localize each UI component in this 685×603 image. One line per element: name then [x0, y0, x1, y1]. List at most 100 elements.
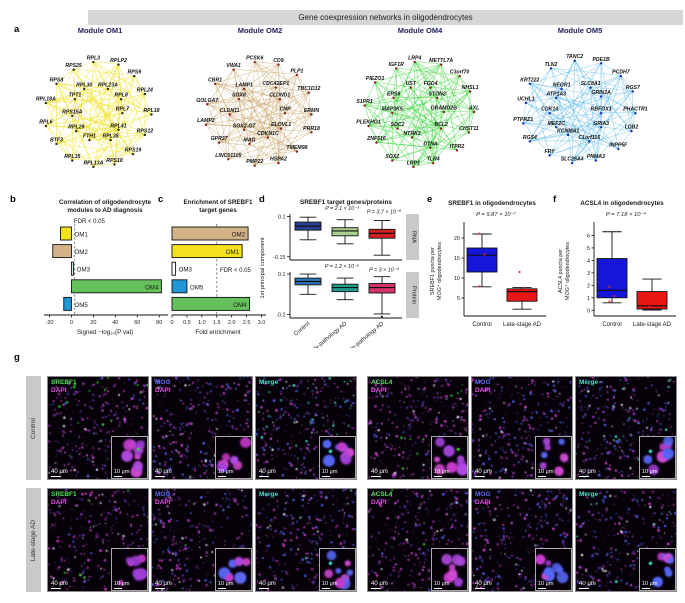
micrograph-r1-mog: MOG DAPI 10 μm 40 μm	[471, 488, 573, 592]
gene-node	[566, 133, 570, 137]
gene-label: RPL30	[76, 82, 92, 88]
gene-node	[150, 113, 153, 116]
gene-label: HSPA2	[270, 157, 287, 163]
channel-label: Merge	[579, 379, 599, 386]
inset-canvas	[536, 549, 571, 590]
gene-node	[588, 140, 591, 143]
gene-node	[119, 97, 123, 101]
gene-label: RBFOX1	[591, 107, 612, 113]
gene-label: GRIA3	[593, 121, 609, 127]
gene-node	[528, 82, 532, 85]
inset-zoom: 10 μm	[535, 548, 572, 591]
gene-node	[468, 90, 472, 93]
scale-label: 40 μm	[155, 581, 172, 587]
gene-label: GRIN2A	[591, 90, 611, 96]
fdr-annotation: FDR < 0.05	[220, 268, 252, 274]
gene-label: LINC01105	[215, 153, 241, 159]
scale-label: 40 μm	[371, 581, 388, 587]
x-tick: 1.5	[213, 320, 221, 326]
gene-label: MAP3K5	[382, 107, 403, 113]
gene-label: UCHL1	[517, 96, 534, 102]
gene-label: PIEZO1	[366, 76, 385, 82]
gene-node	[367, 124, 370, 128]
gene-label: IGF1R	[389, 62, 405, 68]
gene-label: RPL23A	[98, 82, 118, 88]
chart-title: SREBF1 target genes/proteins	[300, 199, 392, 206]
box-control	[466, 247, 498, 273]
inset-canvas	[320, 549, 355, 590]
inset-scale-label: 10 μm	[114, 469, 130, 475]
inset-scale-bar	[218, 587, 226, 589]
gene-node	[560, 87, 563, 91]
gene-node	[310, 113, 313, 116]
gene-node	[599, 62, 603, 65]
gene-label: NHSL1	[462, 85, 479, 91]
gene-label: CBR1	[208, 77, 222, 83]
inset-canvas	[216, 549, 251, 590]
gene-label: KCNMA1	[557, 128, 579, 134]
y-tick: 1	[587, 296, 590, 302]
gene-label: RPS9	[128, 70, 142, 76]
gene-label: CHST11	[459, 126, 479, 132]
network-module-2: Module OM2 PCSK6 CD9 VWA1 PLP1 CBR1 LAMP1 CDC42…	[180, 26, 340, 193]
inset-scale-bar	[538, 587, 546, 589]
gene-label: SOX2	[385, 154, 399, 160]
module-title: Module OM1	[77, 26, 123, 35]
gene-label: RPL3	[87, 56, 100, 62]
side-tab	[406, 272, 419, 318]
gene-node	[391, 112, 394, 115]
scale-bar	[579, 475, 589, 477]
network-module-1: Module OM1 RPL3 RPLP2 RPS25 RPS9 RPS8 RPL30 RPL…	[20, 26, 180, 193]
gene-node	[143, 92, 147, 96]
gene-node	[599, 95, 603, 98]
gene-label: RPL13A	[83, 160, 103, 166]
bar-label: OM5	[190, 284, 204, 291]
data-point	[648, 305, 651, 308]
gene-node	[375, 141, 378, 144]
x-tick: 80	[156, 320, 162, 326]
inset-zoom: 10 μm	[431, 436, 468, 479]
inset-zoom: 10 μm	[215, 436, 252, 479]
gene-node	[248, 142, 251, 146]
gene-node	[458, 74, 461, 78]
gene-node	[570, 161, 574, 165]
y-tick: 10	[454, 276, 460, 282]
gene-label: RPS25	[65, 63, 82, 69]
channel-label: Merge	[259, 491, 279, 498]
bar-label: OM5	[74, 302, 88, 309]
channel-label: MOG	[155, 379, 171, 386]
gene-label: TBC1D12	[297, 86, 320, 92]
gene-label: CNP	[280, 107, 291, 113]
counterstain-label: DAPI	[155, 387, 171, 394]
gene-node	[206, 103, 209, 106]
side-tab-label: Protein	[411, 286, 417, 304]
gene-node	[253, 60, 256, 64]
micrograph-r0-merge: Merge 10 μm 40 μm	[255, 376, 357, 480]
gene-label: BCL2	[434, 122, 448, 128]
bar-OM3	[171, 261, 177, 276]
y-tick: 2	[587, 283, 590, 289]
inset-zoom: 10 μm	[111, 548, 148, 591]
side-tab	[406, 214, 419, 260]
gene-node	[589, 86, 592, 89]
gene-label: CLDND1	[269, 93, 290, 99]
gene-label: STON2	[429, 91, 446, 97]
bar-label: OM4	[145, 284, 159, 291]
y-axis-label: MOG⁺ oligodendrocytes	[437, 242, 443, 300]
gene-label: LAMP1	[235, 82, 253, 88]
inset-scale-label: 10 μm	[538, 581, 554, 587]
gene-label: SLC8A1	[581, 81, 601, 87]
gene-node	[44, 124, 48, 128]
gene-label: RPS18	[106, 158, 123, 164]
gene-label: KRT222	[520, 77, 539, 83]
gene-node	[73, 97, 77, 101]
scale-bar	[51, 587, 61, 589]
inset-canvas	[536, 437, 571, 478]
scale-label: 40 μm	[579, 469, 596, 475]
gene-label: SOX8	[232, 93, 246, 99]
gene-label: PLP1	[290, 68, 303, 74]
channel-label: MOG	[475, 491, 491, 498]
gene-label: RPS15A	[62, 109, 82, 115]
inset-canvas	[432, 437, 467, 478]
gene-node	[524, 101, 528, 105]
